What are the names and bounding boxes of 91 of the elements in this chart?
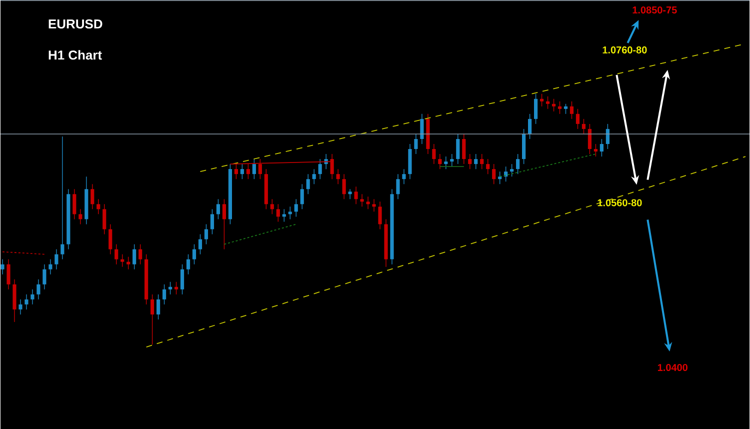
- candlestick: [90, 184, 94, 210]
- candlestick: [198, 234, 202, 254]
- candlestick: [540, 93, 544, 107]
- candlestick: [0, 258, 4, 274]
- candlestick: [276, 204, 280, 222]
- candlestick: [210, 208, 214, 234]
- candlestick: [378, 201, 382, 230]
- candlestick: [24, 294, 28, 310]
- text: 1.0760-80: [602, 46, 647, 54]
- candlestick: [96, 198, 100, 214]
- candlestick: [546, 96, 550, 110]
- candlestick: [396, 174, 400, 200]
- candlestick: [60, 136, 64, 260]
- candlestick: [570, 100, 574, 120]
- candlestick: [468, 153, 472, 170]
- candlestick: [558, 100, 562, 114]
- candlestick: [174, 281, 178, 295]
- candlestick: [438, 153, 442, 170]
- annotation: 1.0560-80: [598, 198, 642, 206]
- candlestick: [30, 288, 34, 305]
- candlestick: [126, 256, 130, 270]
- candlestick: [306, 174, 310, 194]
- candlestick: [168, 281, 172, 295]
- candlestick: [474, 153, 478, 170]
- candlestick: [48, 258, 52, 274]
- candlestick: [318, 158, 322, 180]
- candlestick: [354, 186, 358, 204]
- candlestick: [462, 133, 466, 164]
- candlestick: [366, 196, 370, 210]
- candlestick: [222, 198, 226, 250]
- candlestick: [288, 206, 292, 220]
- candlestick: [150, 294, 154, 345]
- text: 1.0850-75: [632, 6, 677, 14]
- candlestick: [6, 258, 10, 290]
- candlestick: [492, 164, 496, 184]
- candlestick: [204, 224, 208, 244]
- candlestick: [294, 198, 298, 217]
- candlestick: [108, 224, 112, 254]
- chart-title: EURUSD: [48, 19, 102, 28]
- candlestick: [270, 198, 274, 214]
- candlestick: [78, 208, 82, 224]
- candlestick: [72, 188, 76, 220]
- candlestick: [240, 164, 244, 180]
- candlestick: [516, 153, 520, 174]
- text: 1.0400: [658, 364, 688, 371]
- chart-subtitle: H1 Chart: [48, 50, 102, 60]
- candlestick: [564, 103, 568, 114]
- candlestick: [510, 164, 514, 177]
- candlestick: [252, 158, 256, 180]
- candlestick: [528, 113, 532, 140]
- candlestick: [42, 264, 46, 290]
- candlestick: [180, 264, 184, 295]
- candlestick: [300, 184, 304, 210]
- candlestick: [450, 153, 454, 167]
- candlestick: [114, 244, 118, 264]
- candlestick: [138, 244, 142, 264]
- candlestick: [336, 168, 340, 184]
- candlestick: [600, 138, 604, 157]
- candlestick: [582, 118, 586, 134]
- candlestick: [480, 153, 484, 170]
- candlestick: [456, 133, 460, 164]
- candlestick: [282, 208, 286, 222]
- candlestick: [192, 244, 196, 264]
- candlestick: [486, 158, 490, 174]
- candlestick: [102, 204, 106, 234]
- candlestick: [348, 188, 352, 200]
- candlestick: [594, 143, 598, 157]
- candlestick: [444, 156, 448, 170]
- candlestick: [120, 254, 124, 267]
- candlestick: [420, 113, 424, 144]
- candlestick: [216, 198, 220, 220]
- candlestick: [534, 93, 538, 124]
- candlestick: [18, 298, 22, 315]
- candlestick: [372, 198, 376, 212]
- candlestick: [36, 278, 40, 300]
- candlestick: [162, 284, 166, 305]
- candlestick: [414, 133, 418, 154]
- candlestick: [588, 123, 592, 154]
- candlestick: [54, 248, 58, 270]
- candlestick: [186, 254, 190, 274]
- candlestick: [360, 194, 364, 207]
- candlestick: [606, 123, 610, 150]
- candlestick: [342, 174, 346, 200]
- candlestick: [132, 244, 136, 270]
- candlestick: [498, 171, 502, 184]
- candlestick: [432, 143, 436, 164]
- candlestick: [576, 108, 580, 130]
- candlestick: [552, 98, 556, 112]
- candlestick: [156, 294, 160, 320]
- candlestick: [402, 168, 406, 184]
- candlestick: [312, 168, 316, 184]
